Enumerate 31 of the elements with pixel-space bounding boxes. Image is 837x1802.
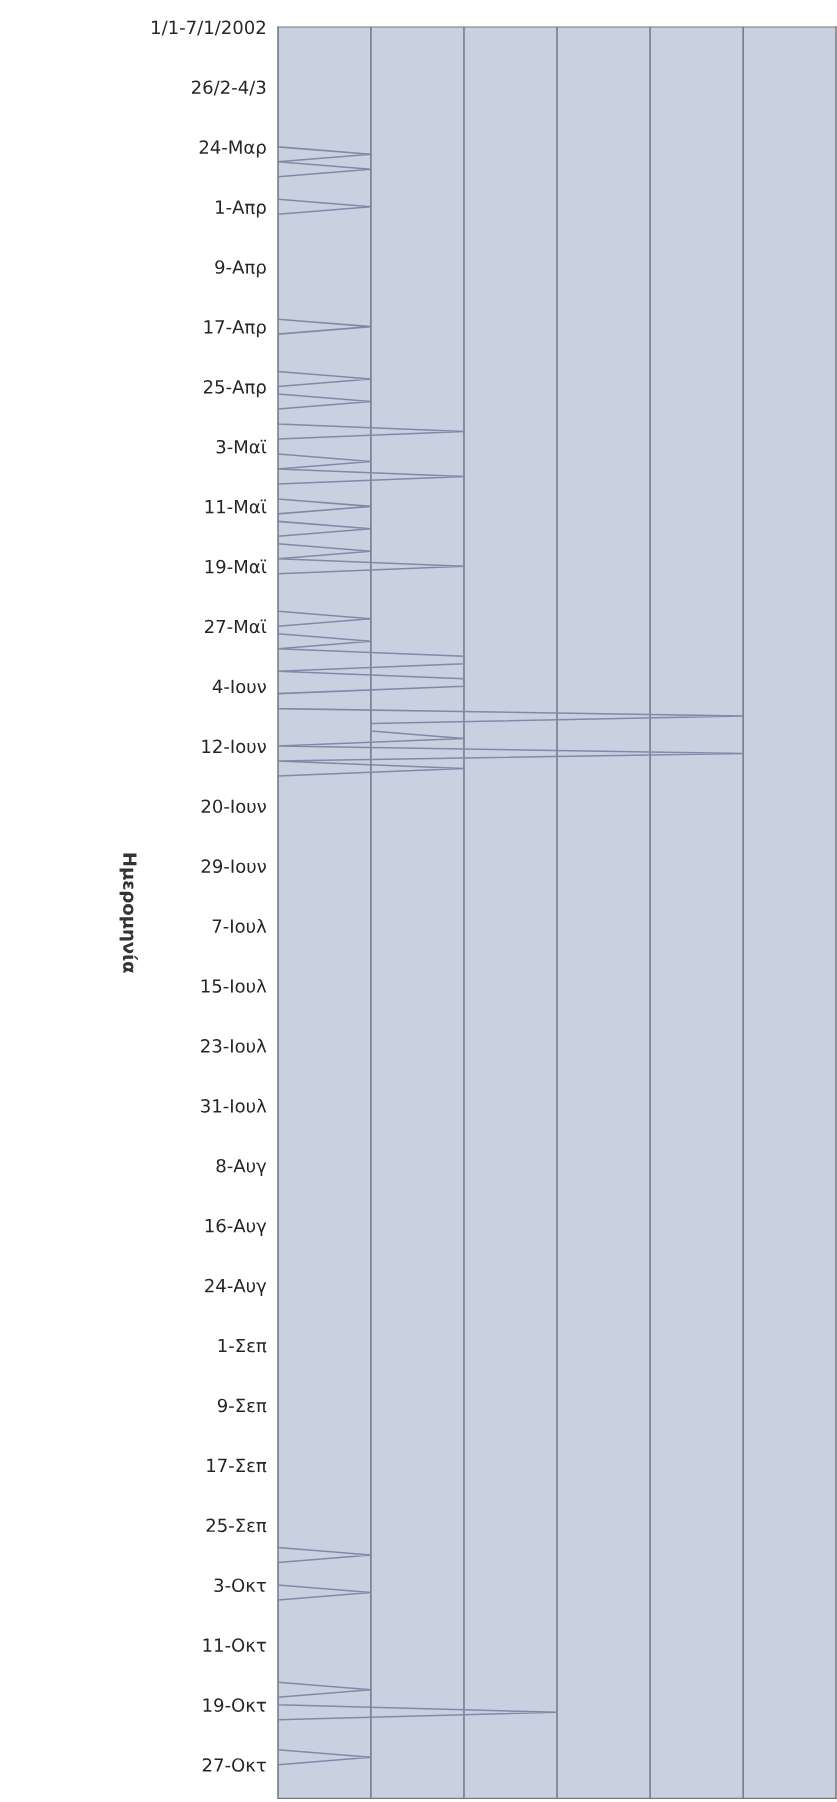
y-tick-label: 11-Οκτ xyxy=(203,1638,266,1652)
y-tick-label: 24-Μαρ xyxy=(199,140,266,158)
y-tick-label: 26/2-4/3 xyxy=(191,80,266,96)
y-tick-label: 7-Ιουλ xyxy=(212,918,267,933)
y-tick-label: 20-Ιουν xyxy=(201,799,266,814)
y-tick-label: 9-Απρ xyxy=(215,260,266,278)
y-tick-label: 17-Απρ xyxy=(204,320,266,338)
y-tick-label: 25-Σεπ xyxy=(206,1518,267,1533)
y-tick-label: 12-Ιουν xyxy=(202,739,266,754)
y-tick-label: 19-Μαϊ xyxy=(205,559,267,574)
y-tick-label: 31-Ιουλ xyxy=(201,1098,267,1113)
y-tick-label: 1-Σεπ xyxy=(218,1338,267,1353)
y-tick-label: 23-Ιουλ xyxy=(201,1038,267,1053)
y-tick-label: 27-Οκτ xyxy=(202,1758,266,1772)
y-tick-label: 1-Απρ xyxy=(216,200,266,218)
y-tick-label: 27-Μαϊ xyxy=(205,619,267,634)
y-tick-label: 25-Απρ xyxy=(203,380,266,398)
y-tick-label: 1/1-7/1/2002 xyxy=(152,20,265,36)
y-tick-label: 3-Οκτ xyxy=(214,1578,266,1593)
y-tick-label: 8-Αυγ xyxy=(216,1158,267,1177)
y-tick-label: 24-Αυγ xyxy=(205,1278,267,1296)
y-tick-label: 15-Ιουλ xyxy=(201,978,267,993)
y-tick-label: 4-Ιουν xyxy=(212,679,266,694)
y-tick-label: 9-Σεπ xyxy=(217,1398,267,1413)
y-tick-label: 3-Μαϊ xyxy=(216,439,267,454)
y-tick-label: 11-Μαϊ xyxy=(205,499,267,514)
y-tick-label: 29-Ιουν xyxy=(201,859,266,874)
y-tick-label: 16-Αυγ xyxy=(205,1218,267,1237)
y-tick-label: 17-Σεπ xyxy=(207,1458,267,1473)
y-axis-title: Ημερομηνία xyxy=(119,853,138,973)
y-tick-label: 19-Οκτ xyxy=(203,1698,266,1712)
